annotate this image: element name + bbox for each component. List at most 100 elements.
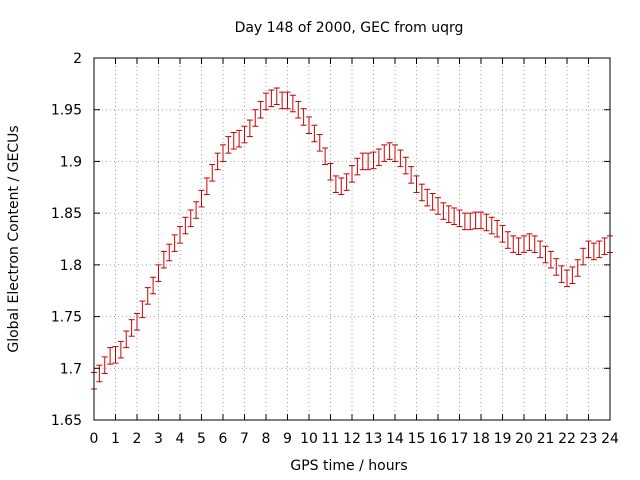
x-tick-label: 12 bbox=[343, 431, 361, 447]
x-tick-label: 4 bbox=[176, 431, 185, 447]
data-point bbox=[590, 242, 597, 261]
x-tick-label: 19 bbox=[494, 431, 512, 447]
data-point bbox=[601, 237, 608, 256]
data-point bbox=[316, 134, 323, 152]
data-point bbox=[322, 147, 329, 166]
data-point bbox=[483, 213, 490, 232]
data-point bbox=[193, 201, 200, 219]
data-point bbox=[359, 152, 366, 171]
y-axis-label: Global Electron Content / GECUs bbox=[6, 125, 22, 352]
y-tick-label: 1.95 bbox=[51, 103, 82, 119]
data-point bbox=[413, 175, 420, 193]
data-point bbox=[128, 319, 135, 337]
grid bbox=[94, 58, 610, 420]
y-tick-label: 1.9 bbox=[60, 154, 82, 170]
data-point bbox=[182, 216, 189, 235]
data-point bbox=[504, 231, 511, 249]
x-tick-label: 2 bbox=[133, 431, 142, 447]
data-point bbox=[166, 243, 173, 262]
data-point bbox=[456, 209, 463, 228]
data-point bbox=[542, 245, 549, 264]
data-point bbox=[381, 144, 388, 162]
data-point bbox=[547, 250, 554, 269]
data-point bbox=[284, 91, 291, 110]
y-tick-label: 1.75 bbox=[51, 310, 82, 326]
data-point bbox=[461, 212, 468, 231]
data-point bbox=[306, 116, 312, 135]
x-tick-label: 11 bbox=[322, 431, 340, 447]
y-tick-labels: 1.65 1.7 1.75 1.8 1.85 1.9 1.95 2 bbox=[51, 51, 82, 429]
data-point bbox=[585, 240, 592, 259]
data-point bbox=[488, 216, 495, 235]
data-point bbox=[531, 235, 538, 253]
data-point bbox=[155, 264, 162, 282]
y-tick-label: 1.7 bbox=[60, 361, 82, 377]
data-point bbox=[257, 100, 264, 119]
data-point bbox=[429, 192, 436, 211]
data-point bbox=[139, 300, 146, 319]
data-point bbox=[569, 266, 576, 284]
data-point bbox=[478, 211, 484, 230]
data-point bbox=[435, 197, 441, 215]
x-tick-label: 1 bbox=[111, 431, 120, 447]
data-point bbox=[311, 124, 318, 143]
data-point bbox=[515, 237, 522, 256]
data-point bbox=[574, 259, 581, 277]
x-tick-label: 24 bbox=[601, 431, 619, 447]
x-tick-label: 13 bbox=[365, 431, 383, 447]
data-point bbox=[354, 157, 361, 176]
data-point bbox=[472, 211, 479, 230]
x-tick-label: 3 bbox=[154, 431, 163, 447]
data-point bbox=[332, 175, 339, 193]
data-point bbox=[107, 347, 114, 365]
x-tick-label: 18 bbox=[472, 431, 490, 447]
x-tick-label: 17 bbox=[451, 431, 469, 447]
x-tick-label: 23 bbox=[580, 431, 598, 447]
data-point bbox=[526, 233, 533, 251]
data-point bbox=[268, 89, 275, 108]
y-tick-label: 1.85 bbox=[51, 206, 82, 222]
x-tick-label: 15 bbox=[408, 431, 426, 447]
x-tick-label: 6 bbox=[219, 431, 228, 447]
data-point bbox=[408, 166, 415, 184]
data-point bbox=[150, 276, 157, 295]
data-point bbox=[96, 364, 103, 383]
y-tick-label: 2 bbox=[73, 51, 82, 67]
data-point bbox=[273, 87, 280, 106]
data-point bbox=[445, 205, 452, 223]
data-point bbox=[203, 177, 210, 196]
data-point bbox=[397, 149, 404, 168]
data-point bbox=[365, 152, 372, 171]
data-point bbox=[467, 212, 474, 231]
data-point bbox=[123, 330, 130, 349]
data-point bbox=[134, 312, 140, 331]
data-point bbox=[370, 151, 377, 170]
data-point bbox=[580, 247, 587, 266]
data-point bbox=[338, 177, 345, 196]
data-point bbox=[112, 346, 119, 364]
x-tick-label: 20 bbox=[515, 431, 533, 447]
data-point bbox=[537, 240, 544, 259]
data-point bbox=[553, 258, 560, 276]
data-point bbox=[494, 219, 501, 238]
data-point bbox=[171, 234, 178, 252]
data-point bbox=[349, 165, 355, 183]
x-axis-label: GPS time / hours bbox=[290, 458, 407, 474]
data-point bbox=[558, 265, 565, 283]
data-point bbox=[160, 250, 167, 269]
y-tick-label: 1.8 bbox=[60, 258, 82, 274]
data-point bbox=[327, 162, 334, 181]
data-point bbox=[499, 225, 506, 243]
x-tick-label: 7 bbox=[240, 431, 249, 447]
data-point bbox=[214, 152, 221, 171]
x-tick-label: 22 bbox=[558, 431, 576, 447]
data-point bbox=[241, 125, 248, 144]
x-tick-label: 10 bbox=[300, 431, 318, 447]
data-point bbox=[263, 92, 269, 111]
data-point bbox=[246, 119, 253, 138]
data-point bbox=[236, 129, 243, 148]
x-tick-label: 16 bbox=[429, 431, 447, 447]
data-point bbox=[177, 226, 183, 244]
x-tick-label: 0 bbox=[90, 431, 99, 447]
data-point bbox=[375, 148, 382, 167]
